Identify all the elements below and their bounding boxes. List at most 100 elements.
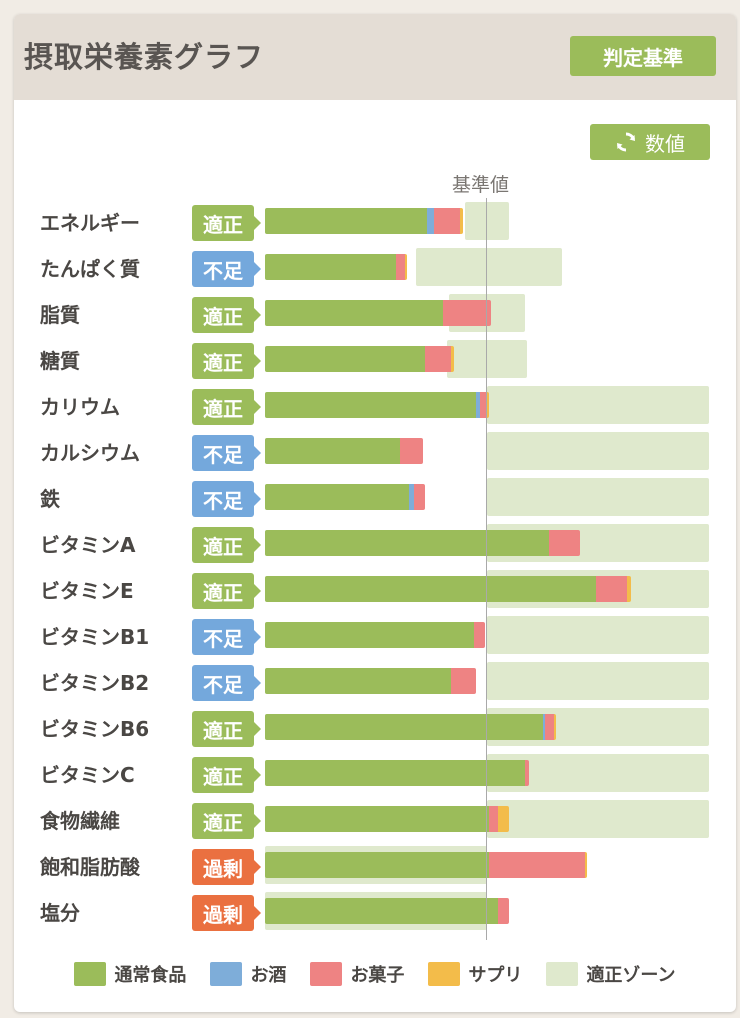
status-badge[interactable]: 適正: [192, 205, 261, 241]
status-badge[interactable]: 適正: [192, 803, 261, 839]
bar-segment: [265, 898, 499, 924]
legend-swatch: [74, 962, 107, 986]
nutrient-label: 飽和脂肪酸: [40, 855, 140, 879]
nutrient-label: カルシウム: [40, 441, 140, 465]
nutrient-label: 鉄: [40, 487, 60, 511]
bar-segment: [524, 760, 530, 786]
stacked-bar: [265, 668, 476, 694]
nutrient-row: 塩分 過剰: [14, 890, 736, 936]
nutrient-graph-card: 摂取栄養素グラフ 判定基準 数値 基準値 エネルギー 適正 たんぱく質 不足 脂質 適正糖…: [14, 14, 736, 1012]
stacked-bar: [265, 208, 463, 234]
status-badge[interactable]: 適正: [192, 573, 261, 609]
optimal-zone: [487, 616, 709, 654]
bar-segment: [498, 898, 510, 924]
card-header: 摂取栄養素グラフ 判定基準: [14, 14, 736, 100]
stacked-bar: [265, 346, 454, 372]
bar-segment: [265, 300, 443, 326]
bar-segment: [265, 254, 396, 280]
reference-line: [486, 198, 487, 940]
status-badge[interactable]: 不足: [192, 251, 261, 287]
refresh-icon: [617, 132, 635, 152]
values-button-label: 数値: [645, 131, 685, 156]
bar-segment: [265, 208, 428, 234]
nutrient-row: 脂質 適正: [14, 292, 736, 338]
nutrient-label: エネルギー: [40, 211, 140, 235]
nutrient-row: カルシウム 不足: [14, 430, 736, 476]
bar-segment: [424, 346, 452, 372]
nutrient-row: ビタミンB6 適正: [14, 706, 736, 752]
optimal-zone: [487, 386, 709, 424]
nutrient-row: ビタミンE 適正: [14, 568, 736, 614]
legend-item: 適正ゾーン: [546, 961, 676, 987]
bar-segment: [433, 208, 461, 234]
nutrient-label: ビタミンB6: [40, 717, 150, 741]
status-badge[interactable]: 不足: [192, 619, 261, 655]
legend-swatch: [546, 962, 579, 986]
status-badge[interactable]: 適正: [192, 297, 261, 333]
values-toggle-button[interactable]: 数値: [590, 124, 710, 160]
reference-label: 基準値: [452, 174, 510, 196]
bar-segment: [409, 484, 414, 510]
bar-segment: [553, 714, 556, 740]
bar-segment: [400, 438, 423, 464]
bar-segment: [265, 484, 410, 510]
legend-swatch: [310, 962, 343, 986]
legend-item: 通常食品: [74, 961, 186, 987]
nutrient-row: ビタミンB1 不足: [14, 614, 736, 660]
nutrient-label: ビタミンE: [40, 579, 134, 603]
stacked-bar: [265, 392, 490, 418]
nutrient-row: カリウム 適正: [14, 384, 736, 430]
criteria-button[interactable]: 判定基準: [570, 36, 716, 76]
bar-segment: [265, 530, 550, 556]
status-badge[interactable]: 適正: [192, 343, 261, 379]
bar-segment: [265, 668, 452, 694]
stacked-bar: [265, 576, 632, 602]
bar-segment: [626, 576, 632, 602]
status-badge[interactable]: 適正: [192, 389, 261, 425]
bar-segment: [265, 392, 476, 418]
status-badge[interactable]: 不足: [192, 665, 261, 701]
bar-segment: [486, 392, 490, 418]
status-badge[interactable]: 過剰: [192, 849, 261, 885]
legend-swatch: [428, 962, 461, 986]
legend-label: サプリ: [468, 965, 523, 986]
optimal-zone: [487, 478, 709, 516]
bar-segment: [489, 852, 585, 878]
legend-label: お酒: [250, 965, 287, 986]
status-badge[interactable]: 不足: [192, 481, 261, 517]
nutrient-label: ビタミンC: [40, 763, 135, 787]
status-badge[interactable]: 適正: [192, 711, 261, 747]
legend-item: お酒: [210, 961, 286, 987]
stacked-bar: [265, 852, 587, 878]
bar-segment: [475, 392, 481, 418]
optimal-zone: [487, 432, 709, 470]
nutrient-row: エネルギー 適正: [14, 200, 736, 246]
status-badge[interactable]: 過剰: [192, 895, 261, 931]
bar-segment: [265, 760, 525, 786]
bar-segment: [473, 622, 485, 648]
page-title: 摂取栄養素グラフ: [24, 40, 265, 74]
optimal-zone: [487, 800, 709, 838]
status-badge[interactable]: 適正: [192, 527, 261, 563]
status-badge[interactable]: 不足: [192, 435, 261, 471]
nutrient-row: ビタミンA 適正: [14, 522, 736, 568]
bar-segment: [265, 576, 596, 602]
bar-segment: [265, 714, 543, 740]
nutrient-label: 食物繊維: [40, 809, 120, 833]
stacked-bar: [265, 484, 425, 510]
nutrient-label: 糖質: [40, 349, 80, 373]
nutrient-label: ビタミンB1: [40, 625, 150, 649]
stacked-bar: [265, 760, 530, 786]
legend-label: 適正ゾーン: [586, 965, 676, 986]
bar-segment: [265, 806, 490, 832]
status-badge[interactable]: 適正: [192, 757, 261, 793]
bar-segment: [265, 346, 425, 372]
nutrient-label: カリウム: [40, 395, 120, 419]
bar-segment: [451, 346, 454, 372]
stacked-bar: [265, 530, 581, 556]
bar-segment: [549, 530, 581, 556]
bar-segment: [395, 254, 405, 280]
nutrient-row: 食物繊維 適正: [14, 798, 736, 844]
bar-segment: [427, 208, 434, 234]
legend-item: お菓子: [310, 961, 404, 987]
